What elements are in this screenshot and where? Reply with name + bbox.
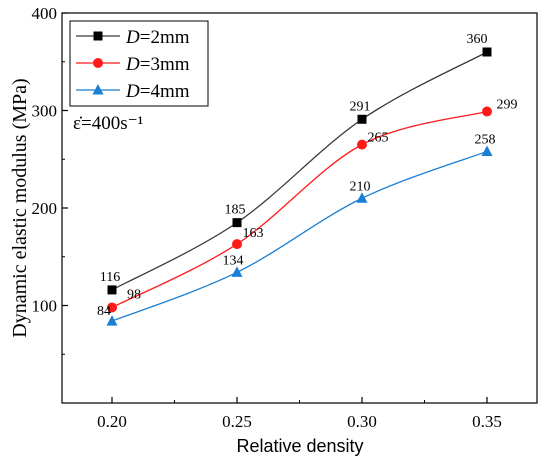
- y-tick-label: 200: [32, 199, 58, 218]
- y-tick-label: 300: [32, 102, 58, 121]
- series-line-3: [111, 150, 488, 322]
- series-1-point: [357, 114, 367, 124]
- legend-label-2: D=3mm: [125, 54, 190, 75]
- data-label: 163: [243, 226, 264, 241]
- data-label: 258: [475, 132, 496, 147]
- series-line-1: [111, 51, 488, 291]
- series-2-point: [232, 239, 242, 250]
- x-axis-title: Relative density: [236, 436, 363, 456]
- data-label: 360: [467, 32, 488, 47]
- data-label: 210: [350, 179, 371, 194]
- series-3-point: [481, 145, 493, 156]
- x-tick-label: 0.20: [97, 412, 127, 431]
- y-axis-title: Dynamic elastic modulus (MPa): [9, 78, 31, 337]
- data-label: 84: [97, 304, 111, 319]
- legend-label-3: D=4mm: [125, 81, 190, 102]
- x-tick-label: 0.35: [472, 412, 502, 431]
- data-label: 265: [368, 131, 389, 146]
- series-2-point: [357, 139, 367, 150]
- legend-marker-1: [93, 31, 103, 41]
- series-1-point: [482, 47, 492, 57]
- legend-label-1: D=2mm: [125, 27, 190, 48]
- series-3-point: [106, 315, 118, 326]
- series-3-point: [356, 192, 368, 203]
- x-tick-label: 0.30: [347, 412, 377, 431]
- series-layer: [106, 47, 493, 326]
- legend-marker-3: [92, 84, 104, 95]
- legend-marker-2: [93, 58, 103, 68]
- data-label: 299: [497, 97, 518, 112]
- series-line-2: [111, 110, 488, 309]
- series-1-point: [107, 285, 117, 295]
- y-axis: 100 200 300 400: [32, 4, 68, 355]
- data-label: 134: [223, 253, 244, 268]
- y-tick-label: 100: [32, 297, 58, 316]
- data-labels: 116 185 291 360 98 163 265 299 84 134 210 258: [97, 32, 518, 319]
- legend: D=2mm D=3mm D=4mm: [69, 20, 209, 107]
- series-3-point: [231, 266, 243, 277]
- data-label: 291: [350, 99, 371, 114]
- strain-rate-annotation: ε̇=400s⁻¹: [73, 113, 144, 134]
- x-tick-label: 0.25: [222, 412, 252, 431]
- y-tick-label: 400: [32, 4, 58, 23]
- series-1-point: [232, 218, 242, 228]
- data-label: 185: [225, 203, 246, 218]
- x-axis: 0.20 0.25 0.30 0.35: [97, 397, 502, 431]
- series-2-point: [107, 302, 117, 313]
- data-label: 116: [100, 270, 120, 285]
- series-2-point: [482, 106, 492, 117]
- data-label: 98: [127, 287, 141, 302]
